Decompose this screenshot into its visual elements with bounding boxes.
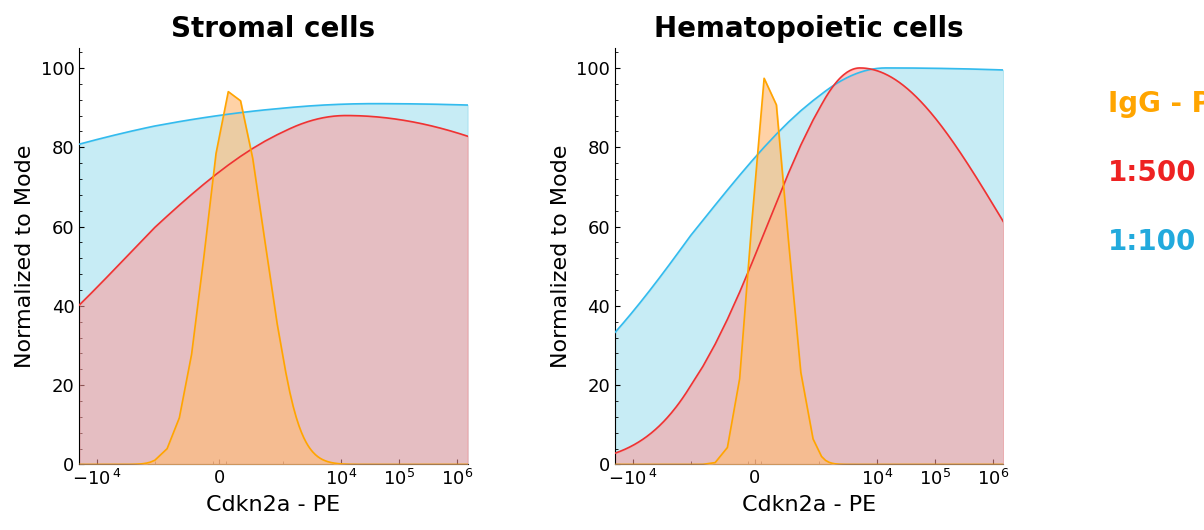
Text: 1:100: 1:100	[1108, 228, 1196, 256]
Text: IgG - PE: IgG - PE	[1108, 90, 1204, 118]
Title: Hematopoietic cells: Hematopoietic cells	[655, 15, 964, 43]
Y-axis label: Normalized to Mode: Normalized to Mode	[14, 145, 35, 368]
Y-axis label: Normalized to Mode: Normalized to Mode	[551, 145, 571, 368]
Text: 1:500: 1:500	[1108, 159, 1197, 187]
X-axis label: Cdkn2a - PE: Cdkn2a - PE	[206, 495, 341, 515]
X-axis label: Cdkn2a - PE: Cdkn2a - PE	[742, 495, 877, 515]
Title: Stromal cells: Stromal cells	[171, 15, 376, 43]
